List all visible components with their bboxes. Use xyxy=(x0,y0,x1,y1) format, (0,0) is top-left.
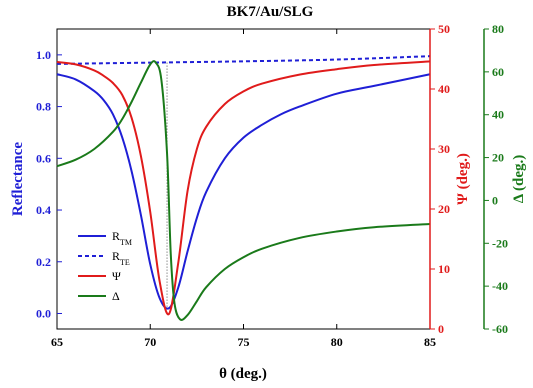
left-tick-label: 0.2 xyxy=(36,255,51,269)
series-layer xyxy=(56,55,431,321)
left-tick-label: 0.0 xyxy=(36,306,51,320)
delta-tick-label: 40 xyxy=(492,108,504,122)
x-axis-label: θ (deg.) xyxy=(219,366,267,382)
left-tick-label: 0.8 xyxy=(36,100,51,114)
left-axis-label: Reflectance xyxy=(10,142,26,216)
psi-tick-label: 20 xyxy=(438,202,450,216)
delta-line xyxy=(56,60,431,321)
psi-tick-label: 40 xyxy=(438,82,450,96)
x-tick-label: 75 xyxy=(238,335,250,349)
left-tick-label: 0.6 xyxy=(36,151,51,165)
delta-tick-label: 60 xyxy=(492,65,504,79)
legend: RTM RTE ΨΔ xyxy=(78,229,132,303)
legend-label: Ψ xyxy=(112,269,121,283)
delta-tick-label: -60 xyxy=(492,322,508,336)
x-tick-label: 80 xyxy=(331,335,343,349)
x-tick-label: 85 xyxy=(424,335,436,349)
psi-axis-label: Ψ (deg.) xyxy=(455,153,471,205)
delta-tick-label: -40 xyxy=(492,279,508,293)
legend-label: Δ xyxy=(112,289,120,303)
x-tick-label: 70 xyxy=(144,335,156,349)
psi-tick-label: 30 xyxy=(438,142,450,156)
legend-label: RTM xyxy=(112,229,132,247)
chart-title: BK7/Au/SLG xyxy=(227,4,314,20)
psi-tick-label: 50 xyxy=(438,22,450,36)
x-tick-label: 65 xyxy=(51,335,63,349)
delta-tick-label: 0 xyxy=(492,193,498,207)
left-tick-label: 1.0 xyxy=(36,48,51,62)
r-te-line xyxy=(56,55,431,65)
plot-area xyxy=(56,28,431,330)
delta-tick-label: -20 xyxy=(492,236,508,250)
legend-label: RTE xyxy=(112,249,130,267)
delta-axis-label: Δ (deg.) xyxy=(511,155,527,204)
r-tm-line xyxy=(56,73,431,310)
delta-tick-label: 20 xyxy=(492,151,504,165)
left-tick-label: 0.4 xyxy=(36,203,51,217)
delta-tick-label: 80 xyxy=(492,22,504,36)
psi-tick-label: 0 xyxy=(438,322,444,336)
psi-tick-label: 10 xyxy=(438,262,450,276)
axes-layer: 65 70 75 80 85 0.0 0.2 0.4 0.6 0.8 1.0 Reflectance 0… xyxy=(10,22,527,349)
